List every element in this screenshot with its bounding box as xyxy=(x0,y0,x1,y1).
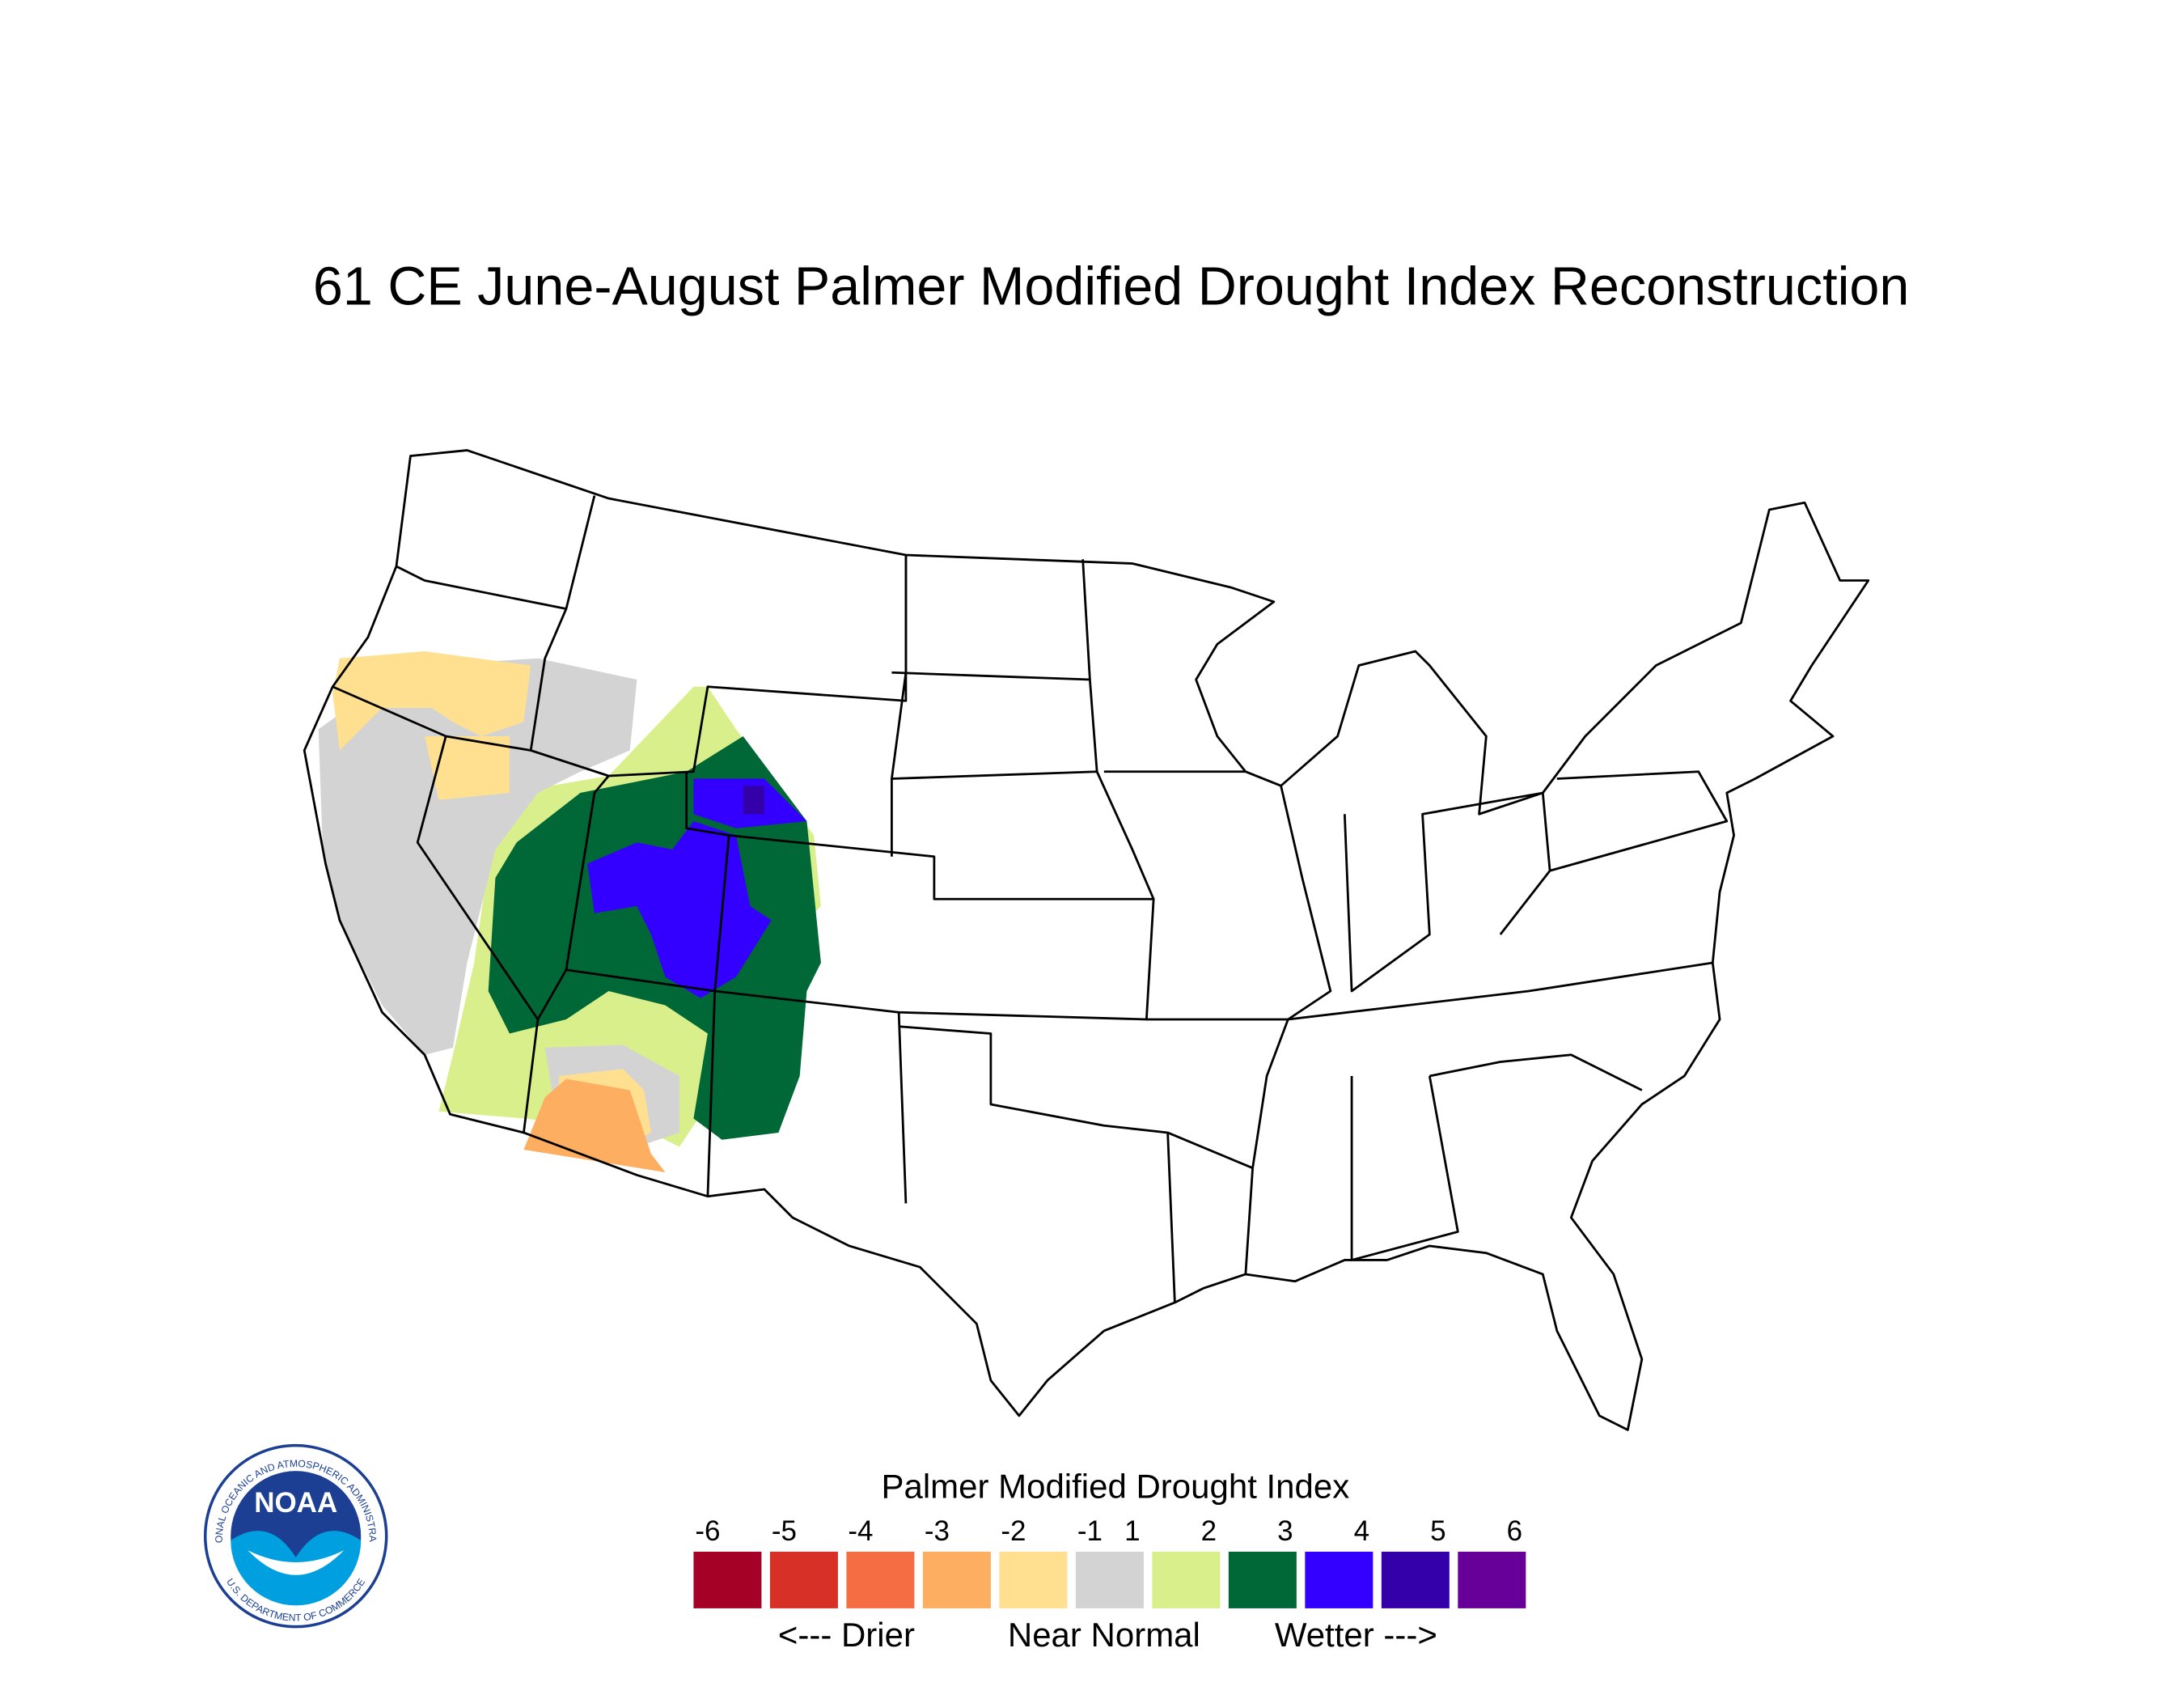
state-line xyxy=(1251,1019,1289,1168)
legend-descriptor: <--- Drier xyxy=(778,1616,915,1654)
state-line xyxy=(899,1025,1176,1303)
legend-swatch xyxy=(922,1551,991,1608)
us-outline xyxy=(303,449,1870,1431)
legend-tick-label: 6 xyxy=(1507,1515,1522,1547)
legend-swatch xyxy=(1228,1551,1297,1608)
state-line xyxy=(1146,961,1713,1021)
state-line xyxy=(685,771,908,1204)
legend-tick-label: 4 xyxy=(1354,1515,1369,1547)
state-line xyxy=(1350,1075,1459,1261)
legend-tick-label: 2 xyxy=(1201,1515,1217,1547)
logo-gull xyxy=(248,1550,345,1575)
state-line xyxy=(396,495,596,610)
region xyxy=(743,786,764,815)
legend-swatch xyxy=(1458,1551,1526,1608)
legend-tick-label: -5 xyxy=(772,1515,797,1547)
legend-swatch xyxy=(999,1551,1068,1608)
state-line xyxy=(416,735,540,1133)
legend-tick-label: 1 xyxy=(1124,1515,1140,1547)
legend-swatch xyxy=(1381,1551,1450,1608)
region xyxy=(318,658,637,1055)
legend-swatch xyxy=(1075,1551,1144,1608)
region xyxy=(523,1078,666,1172)
legend-tick-label: -3 xyxy=(925,1515,950,1547)
legend-swatch xyxy=(769,1551,838,1608)
shading xyxy=(318,651,821,1172)
region xyxy=(332,651,531,751)
state-line xyxy=(891,770,1155,900)
state-line xyxy=(891,671,1098,772)
state-line xyxy=(1167,1131,1255,1275)
map-borders xyxy=(303,449,1870,1431)
legend-descriptor: Wetter ---> xyxy=(1275,1616,1437,1654)
state-line xyxy=(1103,770,1332,1021)
legend-tick-label: 5 xyxy=(1430,1515,1445,1547)
logo-name: NOAA xyxy=(254,1487,337,1519)
state-line xyxy=(1549,770,1729,872)
state-line xyxy=(536,775,610,1020)
state-line xyxy=(729,834,1155,1021)
legend-swatch xyxy=(1152,1551,1221,1608)
state-line xyxy=(1343,791,1551,993)
legend-swatch xyxy=(693,1551,762,1608)
legend-swatch xyxy=(846,1551,915,1608)
legend: -6 -5 -4 -3 -2 -1 1 2 3 4 5 6 <--- Drier Near Normal W… xyxy=(693,1515,1526,1654)
legend-tick-label: -4 xyxy=(848,1515,873,1547)
legend-tick-label: -6 xyxy=(695,1515,720,1547)
region xyxy=(424,736,510,800)
state-line xyxy=(1081,559,1091,680)
state-line xyxy=(1429,1053,1643,1091)
legend-tick-label: -1 xyxy=(1077,1515,1103,1547)
legend-tick-label: -2 xyxy=(1001,1515,1026,1547)
legend-tick-label: 3 xyxy=(1277,1515,1293,1547)
state-line xyxy=(890,555,908,857)
legend-descriptor: Near Normal xyxy=(1008,1616,1200,1654)
map-title: 61 CE June-August Palmer Modified Drough… xyxy=(313,256,1909,316)
legend-swatch xyxy=(1305,1551,1373,1608)
legend-title: Palmer Modified Drought Index xyxy=(881,1467,1349,1505)
